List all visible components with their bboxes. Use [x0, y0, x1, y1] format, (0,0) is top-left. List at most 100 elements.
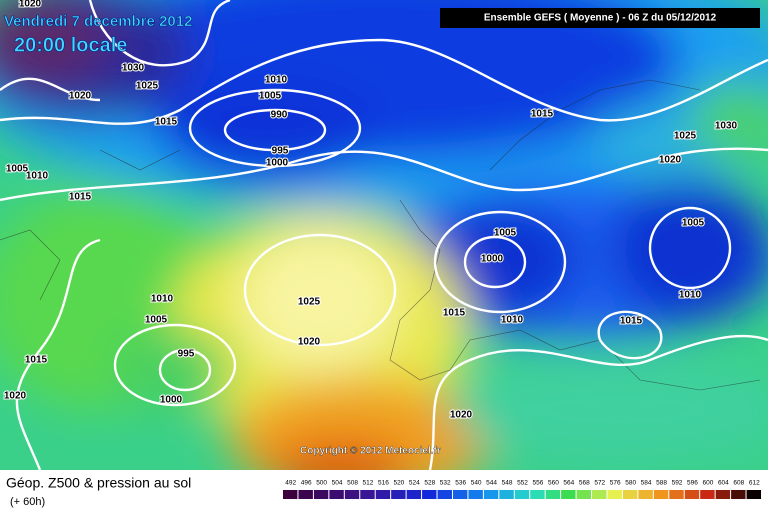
scale-cell: [622, 490, 638, 499]
isobar-label: 1020: [659, 155, 682, 166]
isobar-label: 1025: [298, 297, 321, 308]
model-info: Ensemble GEFS ( Moyenne ) - 06 Z du 05/1…: [484, 13, 717, 24]
scale-label: 556: [533, 480, 544, 487]
scale-label: 528: [424, 480, 435, 487]
isobar-label: 1005: [6, 164, 29, 175]
scale-cell: [684, 490, 700, 499]
time-title: 20:00 locale: [14, 34, 127, 56]
scale-label: 532: [440, 480, 451, 487]
scale-cell: [468, 490, 483, 499]
isobar-label: 1020: [19, 0, 42, 10]
isobar-label: 1025: [136, 81, 159, 92]
isobar-label: 1015: [69, 192, 92, 203]
scale-cell: [653, 490, 669, 499]
isobar-label: 1010: [679, 290, 702, 301]
scale-label: 504: [332, 480, 343, 487]
scale-cell: [638, 490, 653, 499]
scale-cell: [298, 490, 313, 499]
isobar-label: 1000: [266, 158, 289, 169]
scale-label: 572: [594, 480, 605, 487]
isobar-label: 995: [272, 146, 289, 157]
scale-cell: [561, 490, 576, 499]
isobar-label: 1020: [298, 337, 321, 348]
scale-cell: [700, 490, 715, 499]
scale-cell: [607, 490, 622, 499]
scale-label: 612: [749, 480, 760, 487]
scale-label: 596: [687, 480, 698, 487]
isobar-label: 1005: [682, 218, 705, 229]
isobar-label: 1015: [531, 109, 554, 120]
scale-cell: [452, 490, 468, 499]
scale-label: 580: [625, 480, 636, 487]
scale-label: 608: [733, 480, 744, 487]
scale-label: 588: [656, 480, 667, 487]
isobar-label: 1010: [265, 75, 288, 86]
scale-label: 524: [409, 480, 420, 487]
isobar-label: 1000: [160, 395, 183, 406]
date-title: Vendredi 7 decembre 2012: [4, 13, 192, 30]
isobar-label: 1020: [450, 410, 473, 421]
scale-label: 492: [285, 480, 296, 487]
scale-label: 500: [316, 480, 327, 487]
isobar-label: 1030: [122, 63, 145, 74]
isobar-label: 1000: [481, 254, 504, 265]
scale-label: 584: [641, 480, 652, 487]
scale-label: 508: [347, 480, 358, 487]
scale-cell: [731, 490, 746, 499]
scale-cell: [360, 490, 375, 499]
isobar-label: 1030: [715, 121, 738, 132]
scale-cell: [375, 490, 391, 499]
footer-title: Géop. Z500 & pression au sol: [6, 475, 191, 491]
scale-cell: [391, 490, 406, 499]
isobar-label: 1010: [151, 294, 174, 305]
isobar-label: 1005: [259, 91, 282, 102]
isobar-label: 990: [271, 110, 288, 121]
scale-label: 540: [471, 480, 482, 487]
scale-label: 520: [393, 480, 404, 487]
scale-cell: [746, 490, 761, 499]
scale-cell: [669, 490, 684, 499]
scale-label: 536: [455, 480, 466, 487]
scale-cell: [483, 490, 499, 499]
isobar-label: 1005: [494, 228, 517, 239]
scale-cell: [715, 490, 731, 499]
scale-cell: [530, 490, 545, 499]
scale-cell: [592, 490, 607, 499]
isobar-label: 1015: [25, 355, 48, 366]
scale-cell: [576, 490, 592, 499]
isobar-label: 1025: [674, 131, 697, 142]
isobar-label: 1020: [4, 391, 27, 402]
scale-label: 564: [563, 480, 574, 487]
scale-label: 592: [672, 480, 683, 487]
footer-lead: (+ 60h): [10, 496, 45, 508]
isobar-label: 1015: [443, 308, 466, 319]
scale-label: 552: [517, 480, 528, 487]
isobar-label: 1010: [501, 315, 524, 326]
scale-label: 576: [610, 480, 621, 487]
isobar-label: 995: [178, 349, 195, 360]
scale-label: 548: [502, 480, 513, 487]
scale-cell: [329, 490, 344, 499]
field: [0, 0, 768, 470]
scale-label: 560: [548, 480, 559, 487]
scale-cell: [499, 490, 514, 499]
scale-cell: [313, 490, 329, 499]
scale-cell: [344, 490, 360, 499]
scale-label: 496: [301, 480, 312, 487]
isobars: [0, 0, 768, 470]
scale-label: 604: [718, 480, 729, 487]
scale-label: 544: [486, 480, 497, 487]
isobar-label: 1020: [69, 91, 92, 102]
scale-cell: [437, 490, 452, 499]
coastlines: [0, 79, 761, 391]
scale-cell: [406, 490, 422, 499]
isobar-label: 1015: [620, 316, 643, 327]
isobar-label: 1015: [155, 117, 178, 128]
isobar-label: 1010: [26, 171, 49, 182]
scale-label: 568: [579, 480, 590, 487]
header-box: [440, 8, 760, 28]
scale-label: 516: [378, 480, 389, 487]
scale-label: 600: [702, 480, 713, 487]
